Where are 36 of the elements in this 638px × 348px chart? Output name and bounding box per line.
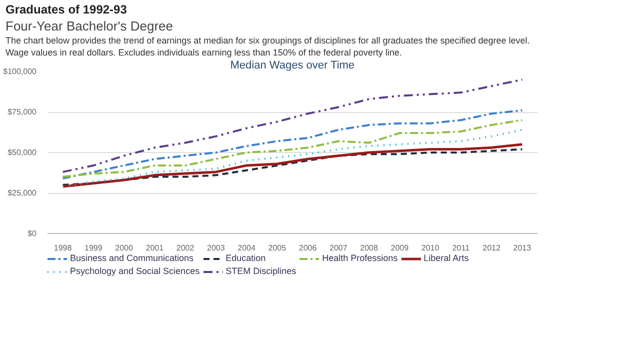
text: Wage values in real dollars. Excludes individuals earning less than 150% of the federal poverty line. xyxy=(6,48,402,58)
y-tick-label: $25,000 xyxy=(8,188,38,198)
legend-label: Liberal Arts xyxy=(424,253,469,263)
legend-label: STEM Disciplines xyxy=(226,266,296,276)
y-tick-label: $75,000 xyxy=(8,108,38,116)
x-tick-label: 2012 xyxy=(482,244,502,252)
legend-label: Education xyxy=(226,253,266,263)
legend-label: Business and Communications xyxy=(70,253,194,263)
chart-subtitle: Four-Year Bachelor's Degree xyxy=(6,18,173,34)
y-tick-label: $0 xyxy=(28,229,38,238)
x-tick-label: 2002 xyxy=(176,244,195,252)
x-tick-label: 2006 xyxy=(298,244,318,252)
x-tick-label: 2011 xyxy=(452,244,470,252)
x-tick-label: 2008 xyxy=(360,244,379,252)
x-tick-label: 2005 xyxy=(268,244,287,252)
text: Median Wages over Time xyxy=(230,60,355,72)
x-tick-label: 1999 xyxy=(84,244,103,252)
y-tick-label: $50,000 xyxy=(8,148,38,157)
line-series xyxy=(62,128,524,188)
x-tick-label: 2001 xyxy=(146,244,164,252)
line-series xyxy=(62,119,524,178)
x-tick-label: 2003 xyxy=(207,244,226,252)
x-tick-label: 2007 xyxy=(330,244,348,252)
x-tick-label: 2010 xyxy=(421,244,440,252)
legend-label: Psychology and Social Sciences xyxy=(70,266,200,276)
line-series xyxy=(62,78,524,173)
y-tick-label: $100,000 xyxy=(3,67,38,76)
x-tick-label: 1998 xyxy=(54,244,72,252)
legend-label: Health Professions xyxy=(322,253,398,263)
x-tick-label: 2009 xyxy=(390,244,410,252)
x-tick-label: 2013 xyxy=(513,244,532,252)
chart-title: Graduates of 1992-93 xyxy=(6,2,128,16)
line-series xyxy=(62,109,524,180)
text: The chart below provides the trend of earnings at median for six groupings of disciplines for all graduates the specified degree level. xyxy=(6,36,530,46)
x-tick-label: 2004 xyxy=(238,244,256,252)
x-tick-label: 2000 xyxy=(115,244,134,252)
